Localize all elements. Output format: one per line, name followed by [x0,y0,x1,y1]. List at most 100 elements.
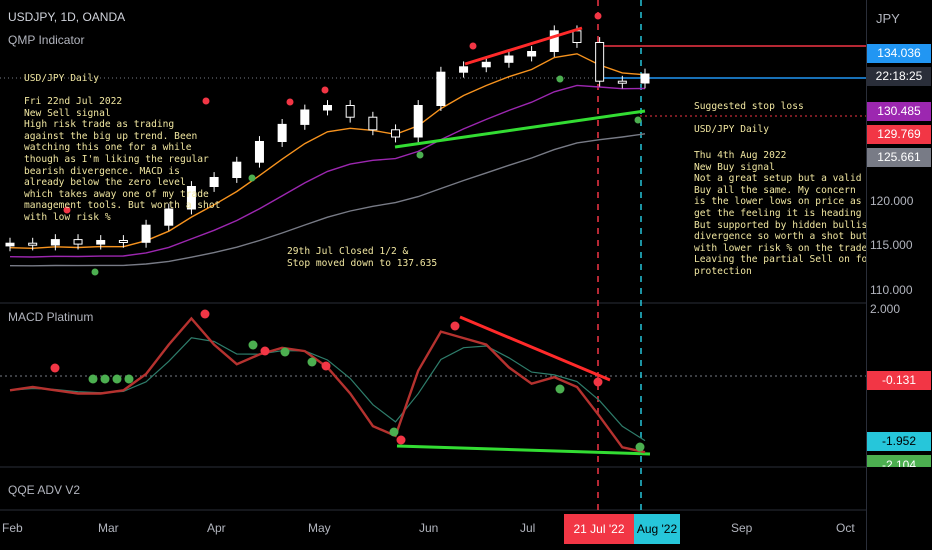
candle-body[interactable] [300,109,310,125]
price-label-ema-slow: 125.661 [867,148,931,167]
macd-panel-title: MACD Platinum [8,310,94,324]
price-tick: 115.000 [870,238,913,252]
sell-signal-dot[interactable] [321,86,329,94]
macd-buy-dot[interactable] [124,374,134,384]
candle-body[interactable] [323,105,332,111]
candle-body[interactable] [436,71,446,106]
candle-body[interactable] [413,105,423,138]
sell-signal-dot[interactable] [469,42,477,50]
trend-lines[interactable] [394,26,651,456]
stop-loss-label: Suggested stop loss [694,101,804,112]
sell-date-highlight: 21 Jul '22 [564,514,634,544]
left-annotation-title: USD/JPY Daily [24,73,100,84]
candle-body[interactable] [209,177,219,187]
buy-signal-dot[interactable] [556,75,564,83]
currency-label: JPY [876,11,900,26]
macd-sell-dot[interactable] [450,321,460,331]
candlesticks[interactable] [5,25,650,252]
indicator-title: QMP Indicator [8,33,85,47]
time-label: Feb [2,521,23,535]
ema-mid-line[interactable] [9,84,646,258]
macd-sell-dot[interactable] [593,377,603,387]
macd-buy-dot[interactable] [248,340,258,350]
macd-main-line[interactable] [9,316,646,454]
macd-sell-dot[interactable] [200,309,210,319]
macd-sell-dot[interactable] [50,363,60,373]
macd-sell-dot[interactable] [396,435,406,445]
mid-annotation-note: 29th Jul Closed 1/2 & Stop moved down to… [287,246,438,269]
candle-body[interactable] [232,161,242,178]
candle-body[interactable] [640,73,650,84]
countdown-label: 22:18:25 [867,67,931,86]
macd-buy-dot[interactable] [112,374,122,384]
macd-sell-dot[interactable] [321,361,331,371]
macd-buy-dot[interactable] [100,374,110,384]
candle-body[interactable] [186,186,196,210]
time-label: Jun [419,521,439,535]
macd-sell-dot[interactable] [260,346,270,356]
buy-date-highlight: Aug '22 [634,514,680,544]
buy-signal-dot[interactable] [248,174,256,182]
macd-tick: 2.000 [870,302,901,316]
macd-lines[interactable] [9,316,646,454]
candle-body[interactable] [164,208,174,226]
macd-buy-dot[interactable] [635,442,645,452]
candle-body[interactable] [481,61,491,68]
moving-averages[interactable] [9,53,646,267]
buy-signal-dot[interactable] [91,268,99,276]
price-label-stop: 129.769 [867,125,931,144]
macd-label-signal: -0.131 [867,371,931,390]
signal-dots[interactable] [50,12,645,452]
candle-body[interactable] [50,239,60,246]
time-label: Apr [207,521,226,535]
time-label: Sep [731,521,753,535]
price-label-entry: 134.036 [867,44,931,63]
time-label: Oct [836,521,855,535]
macd-buy-dot[interactable] [88,374,98,384]
buy-signal-dot[interactable] [416,151,424,159]
qqe-panel-title: QQE ADV V2 [8,483,81,497]
macd-buy-dot[interactable] [307,357,317,367]
buy-signal-dot[interactable] [634,116,642,124]
time-label: May [308,521,331,535]
macd-label-cyan: -1.952 [867,432,931,451]
candle-body[interactable] [527,51,537,57]
candle-body[interactable] [345,105,355,118]
candle-body[interactable] [73,239,83,245]
candle-body[interactable] [572,30,582,43]
candle-body[interactable] [549,30,559,52]
sell-signal-dot[interactable] [286,98,294,106]
macd-bullish-divergence-line[interactable] [396,444,651,456]
macd-buy-dot[interactable] [389,427,399,437]
price-tick: 110.000 [870,283,913,297]
candle-body[interactable] [504,55,514,63]
sell-signal-dot[interactable] [594,12,602,20]
price-divergence-trendline[interactable] [464,26,583,66]
candle-body[interactable] [141,224,151,243]
candle-body[interactable] [118,240,128,243]
candle-body[interactable] [254,141,264,163]
left-annotation-note: Fri 22nd Jul 2022 New Sell signal High r… [24,96,221,223]
macd-bearish-divergence-line[interactable] [459,315,611,382]
candle-body[interactable] [28,242,38,246]
candle-body[interactable] [459,66,469,73]
candle-body[interactable] [5,242,15,247]
sell-signal-dot[interactable] [202,97,210,105]
time-label: Mar [98,521,119,535]
macd-buy-dot[interactable] [555,384,565,394]
candle-body[interactable] [595,42,605,82]
candle-body[interactable] [368,116,378,131]
macd-label-green: -2.104 [867,455,931,467]
symbol-title: USDJPY, 1D, OANDA [8,10,126,24]
candle-body[interactable] [277,123,287,143]
candle-body[interactable] [617,80,627,84]
ema-fast-line[interactable] [9,53,646,250]
macd-buy-dot[interactable] [280,347,290,357]
sell-signal-dot[interactable] [63,206,71,214]
candle-body[interactable] [96,240,106,245]
candle-body[interactable] [391,129,401,138]
right-annotation-title: USD/JPY Daily [694,124,770,135]
ema-slow-line[interactable] [9,133,646,267]
price-support-trendline[interactable] [394,109,646,149]
